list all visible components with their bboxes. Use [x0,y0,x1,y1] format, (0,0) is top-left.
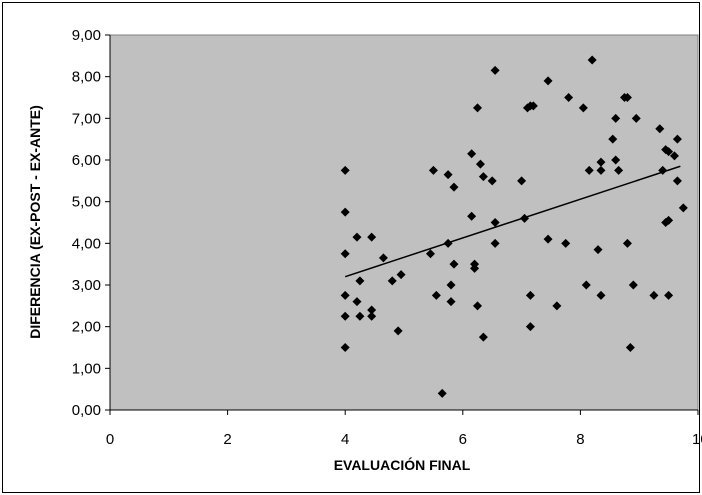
data-point [672,134,682,144]
data-point [664,215,674,225]
data-point [449,182,459,192]
data-point [352,232,362,242]
data-point [355,276,365,286]
data-point [396,270,406,280]
x-axis: 0 2 4 6 8 10 [106,410,702,448]
data-points [340,55,688,398]
data-point [352,297,362,307]
data-point [487,176,497,186]
data-point [431,290,441,300]
data-point [664,290,674,300]
data-point [596,290,606,300]
data-point [473,103,482,113]
data-point [340,165,350,175]
data-point [467,211,477,221]
data-point [649,290,659,300]
data-point [664,147,674,157]
y-tick-label: 6,00 [72,152,101,169]
data-point [446,280,456,290]
data-point [625,343,635,352]
data-point [525,290,535,300]
data-point [578,103,588,113]
data-point [678,203,688,213]
data-point [443,170,453,180]
data-point [367,311,377,321]
y-axis-label: DIFERENCIA (EX-POST - EX-ANTE) [27,105,43,339]
data-point [467,149,477,159]
data-point [490,65,500,75]
data-point [478,172,488,182]
x-axis-label: EVALUACIÓN FINAL [334,456,471,473]
data-point [525,322,535,332]
y-tick-label: 3,00 [72,277,101,294]
y-axis: 0,00 1,00 2,00 3,00 4,00 5,00 6,00 7,00 8,00 9,00 [72,27,110,419]
y-tick-label: 5,00 [72,194,101,211]
x-tick-label: 10 [692,431,702,448]
y-tick-label: 0,00 [72,402,101,419]
data-point [552,301,562,311]
data-point [478,332,488,342]
data-point [340,343,350,352]
y-tick-label: 1,00 [72,360,101,377]
data-point [669,151,679,161]
x-tick-label: 8 [576,431,584,448]
data-point [587,55,597,65]
plot-area [109,34,699,411]
data-point [543,76,553,86]
data-point [428,165,438,175]
x-tick-label: 4 [341,431,349,448]
data-point [593,245,603,255]
data-point [355,311,365,321]
data-point [628,280,638,290]
y-tick-label: 2,00 [72,319,101,336]
data-point [340,207,350,217]
data-point [473,301,482,311]
x-tick-label: 6 [459,431,467,448]
y-tick-label: 8,00 [72,69,101,86]
data-point [490,218,500,227]
data-point [340,290,350,300]
data-point [611,155,621,165]
data-point [378,253,388,263]
data-point [367,305,377,315]
data-point [393,326,403,336]
data-point [446,297,456,307]
x-tick-label: 0 [106,431,114,448]
x-tick-label: 2 [223,431,231,448]
data-point [528,101,538,111]
data-point [543,234,553,244]
data-point [367,232,377,242]
data-point [608,134,618,144]
data-point [564,93,574,102]
data-point [425,249,435,259]
y-tick-label: 7,00 [72,110,101,127]
data-point [611,113,621,123]
data-point [340,311,350,321]
data-point [581,280,591,290]
data-point [561,238,571,248]
data-point [622,93,632,102]
data-point [517,176,527,186]
data-point [340,249,350,259]
data-point [475,159,485,169]
y-tick-label: 9,00 [72,27,101,44]
data-point [655,124,665,134]
data-point [470,259,480,269]
data-point [596,165,606,175]
data-point [387,276,397,286]
data-point [622,238,632,248]
data-point [614,165,624,175]
data-point [672,176,682,186]
data-point [437,388,447,398]
data-point [490,238,500,248]
data-point [584,165,594,175]
trendline [344,165,681,278]
data-point [449,259,459,269]
y-tick-label: 4,00 [72,235,101,252]
data-point [596,157,606,167]
data-point [631,113,641,123]
